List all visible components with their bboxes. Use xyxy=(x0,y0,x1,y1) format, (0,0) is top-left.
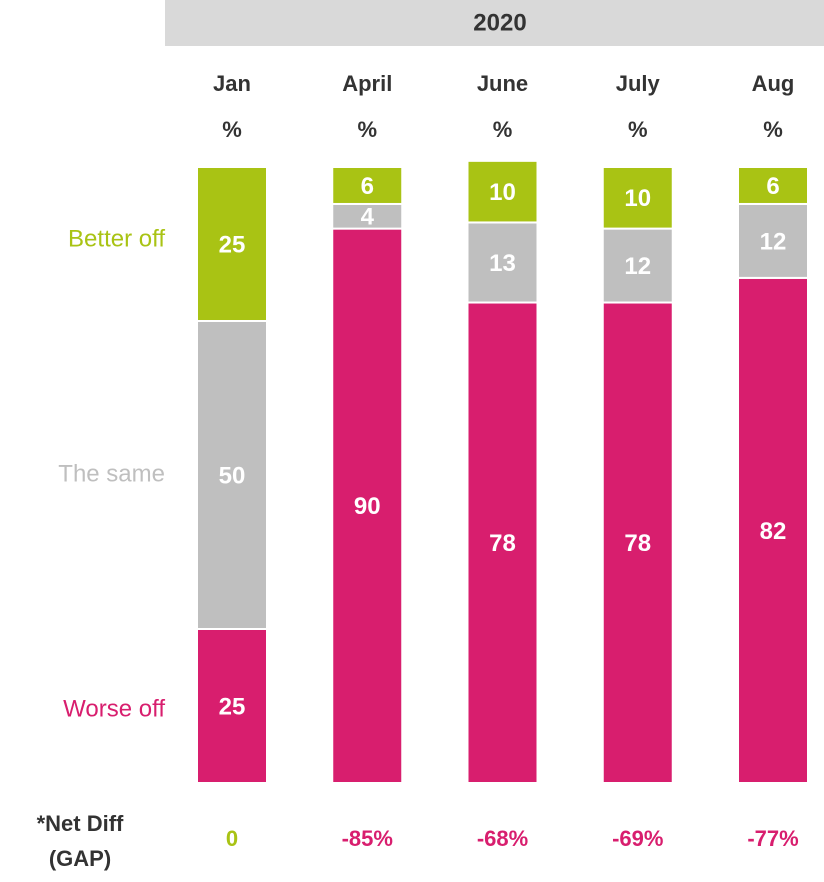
net-diff-value: -68% xyxy=(477,826,528,851)
bar-segment xyxy=(196,166,268,322)
data-label: 90 xyxy=(354,493,381,520)
x-tick-label: April xyxy=(342,71,392,96)
unit-label: % xyxy=(222,117,242,142)
bar-segment xyxy=(737,276,809,784)
data-label: 6 xyxy=(361,173,374,200)
x-tick-label: Jan xyxy=(213,71,251,96)
bar-segment xyxy=(196,628,268,784)
x-tick-label: June xyxy=(477,71,528,96)
data-label: 13 xyxy=(489,250,516,277)
data-label: 10 xyxy=(489,179,516,206)
data-label: 25 xyxy=(219,693,246,720)
header-band xyxy=(165,0,824,46)
bar-segment xyxy=(331,227,404,785)
bar-segment xyxy=(601,227,674,304)
unit-label: % xyxy=(357,117,377,142)
net-diff-value: -69% xyxy=(612,826,663,851)
net-diff-value: -85% xyxy=(342,826,393,851)
legend-label: Worse off xyxy=(63,695,165,722)
net-diff-value: -77% xyxy=(747,826,798,851)
net-diff-label: *Net Diff xyxy=(37,811,124,836)
legend-label: Better off xyxy=(68,225,165,252)
net-diff-value: 0 xyxy=(226,826,238,851)
data-label: 12 xyxy=(624,253,651,280)
data-label: 82 xyxy=(760,518,787,545)
bar-segment xyxy=(466,221,539,304)
net-diff-label: (GAP) xyxy=(49,846,111,871)
legend-label: The same xyxy=(58,460,165,487)
data-label: 6 xyxy=(766,173,779,200)
bar-segment xyxy=(466,159,539,224)
data-label: 10 xyxy=(624,185,651,212)
bar-segment xyxy=(737,166,809,205)
data-label: 25 xyxy=(219,231,246,258)
unit-label: % xyxy=(493,117,513,142)
bar-segment xyxy=(601,166,674,230)
x-tick-label: Aug xyxy=(752,71,795,96)
data-label: 78 xyxy=(489,530,516,557)
bar-segment xyxy=(466,301,539,784)
unit-label: % xyxy=(628,117,648,142)
data-label: 12 xyxy=(760,228,787,255)
data-label: 78 xyxy=(624,530,651,557)
chart-title: 2020 xyxy=(473,9,526,36)
data-label: 50 xyxy=(219,462,246,489)
unit-label: % xyxy=(763,117,783,142)
data-label: 4 xyxy=(361,204,375,231)
x-tick-label: July xyxy=(616,71,661,96)
bar-segment xyxy=(331,166,404,205)
